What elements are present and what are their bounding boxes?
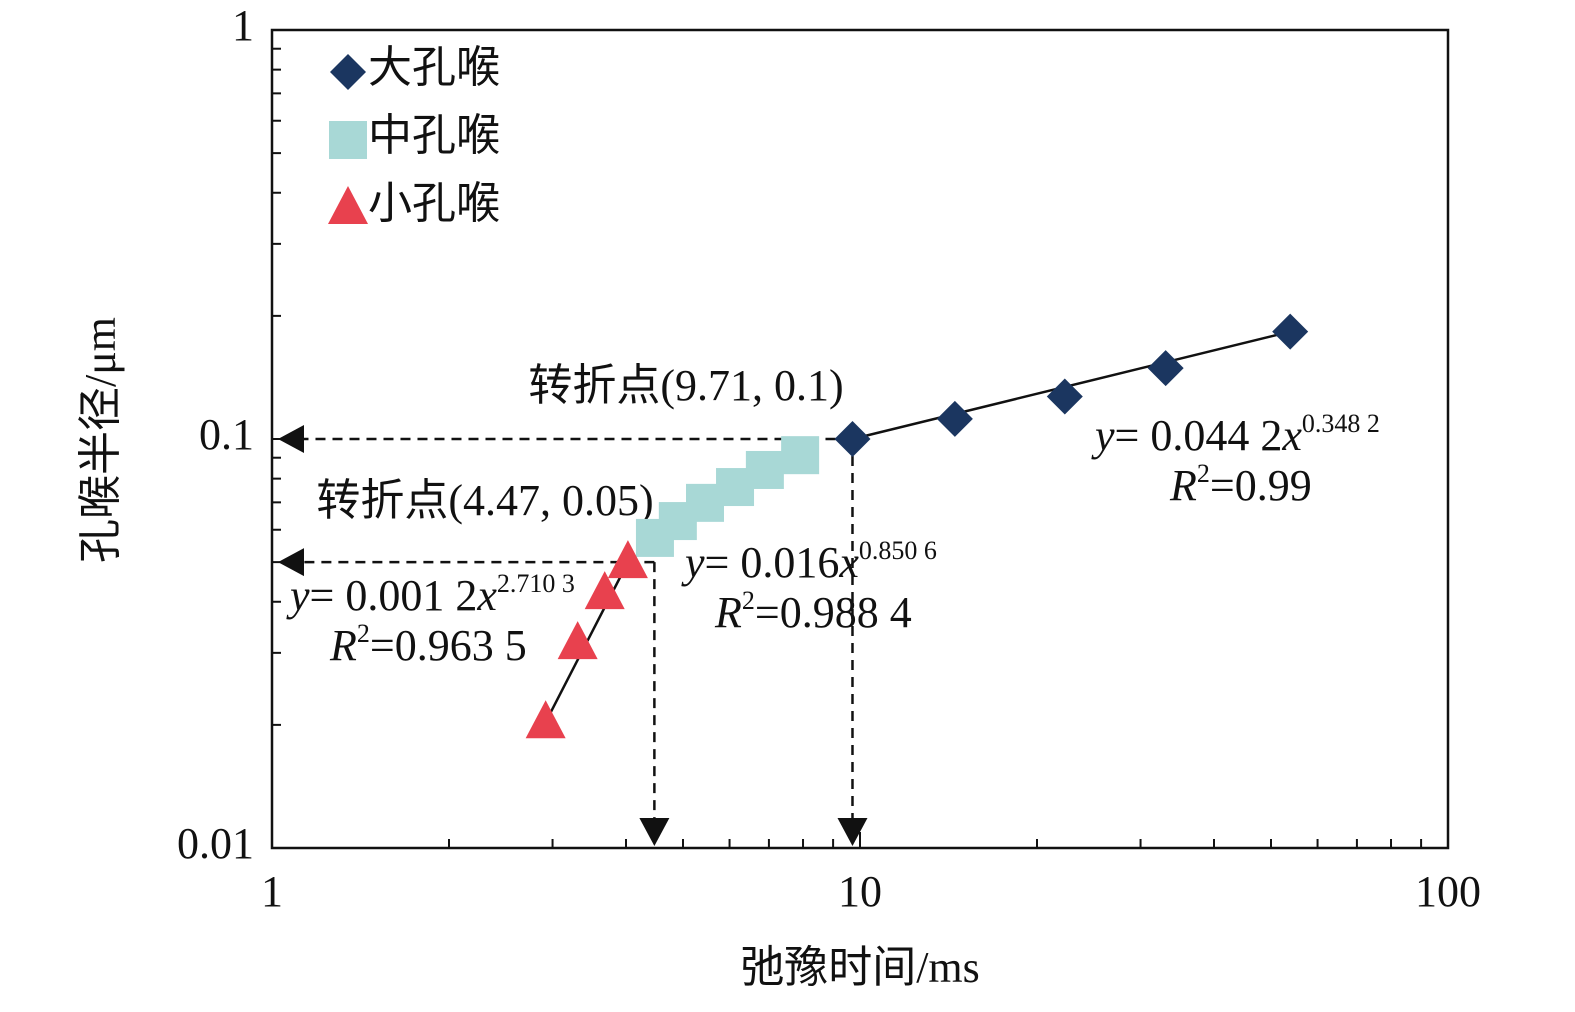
point bbox=[834, 421, 871, 457]
guide-arrow bbox=[278, 548, 304, 577]
r2-part: R bbox=[329, 621, 357, 670]
fit-equation: y= 0.001 2x2.710 3 bbox=[286, 569, 575, 620]
eq-part: = 0.001 2 bbox=[310, 571, 478, 620]
eq-part: y bbox=[286, 571, 310, 620]
eq-part: y bbox=[681, 538, 705, 587]
eq-part: x bbox=[476, 571, 497, 620]
fit-r2: R2=0.963 5 bbox=[329, 619, 527, 670]
fit-r2: R2=0.99 bbox=[1169, 459, 1312, 510]
legend-marker bbox=[329, 121, 367, 159]
x-axis-label: 弛豫时间/ms bbox=[740, 943, 980, 992]
point bbox=[1147, 350, 1184, 387]
y-tick-label: 0.1 bbox=[199, 410, 254, 459]
eq-part: 2.710 3 bbox=[497, 569, 575, 598]
point bbox=[557, 621, 598, 660]
y-tick-label: 0.01 bbox=[177, 819, 254, 868]
r2-part: R bbox=[714, 588, 742, 637]
turning-point-label: 转折点(4.47, 0.05) bbox=[316, 476, 653, 525]
x-tick-label: 10 bbox=[838, 867, 882, 916]
eq-part: = 0.044 2 bbox=[1115, 411, 1283, 460]
x-tick-label: 1 bbox=[261, 867, 283, 916]
point bbox=[525, 700, 566, 739]
r2-part: 2 bbox=[742, 586, 755, 615]
r2-part: 2 bbox=[357, 619, 370, 648]
eq-part: = 0.016 bbox=[705, 538, 840, 587]
r2-part: 2 bbox=[1197, 459, 1210, 488]
eq-part: y bbox=[1091, 411, 1115, 460]
point bbox=[936, 400, 973, 437]
r2-part: =0.963 5 bbox=[370, 621, 527, 670]
legend-label: 小孔喉 bbox=[368, 179, 500, 228]
eq-part: x bbox=[838, 538, 859, 587]
point bbox=[607, 540, 648, 579]
y-axis-label: 孔喉半径/μm bbox=[76, 317, 125, 563]
x-tick-label: 100 bbox=[1415, 867, 1481, 916]
point bbox=[1046, 378, 1083, 415]
eq-part: 0.348 2 bbox=[1302, 409, 1380, 438]
guide-arrow bbox=[278, 425, 304, 453]
y-tick-label: 1 bbox=[232, 1, 254, 50]
guide-arrow bbox=[639, 818, 670, 846]
legend-label: 中孔喉 bbox=[368, 111, 500, 160]
point bbox=[745, 450, 784, 489]
legend-label: 大孔喉 bbox=[368, 43, 500, 92]
point bbox=[1272, 313, 1309, 350]
r2-part: R bbox=[1169, 461, 1197, 510]
point bbox=[781, 436, 820, 475]
eq-part: x bbox=[1281, 411, 1302, 460]
point bbox=[584, 571, 625, 610]
fit-equation: y= 0.016x0.850 6 bbox=[681, 536, 937, 587]
turning-point-label: 转折点(9.71, 0.1) bbox=[528, 361, 843, 410]
legend-marker bbox=[328, 186, 368, 224]
eq-part: 0.850 6 bbox=[859, 536, 937, 565]
fit-r2: R2=0.988 4 bbox=[714, 586, 912, 637]
guide-arrow bbox=[837, 818, 868, 846]
legend-marker bbox=[330, 54, 366, 90]
r2-part: =0.988 4 bbox=[755, 588, 912, 637]
r2-part: =0.99 bbox=[1210, 461, 1312, 510]
fit-equation: y= 0.044 2x0.348 2 bbox=[1091, 409, 1380, 460]
